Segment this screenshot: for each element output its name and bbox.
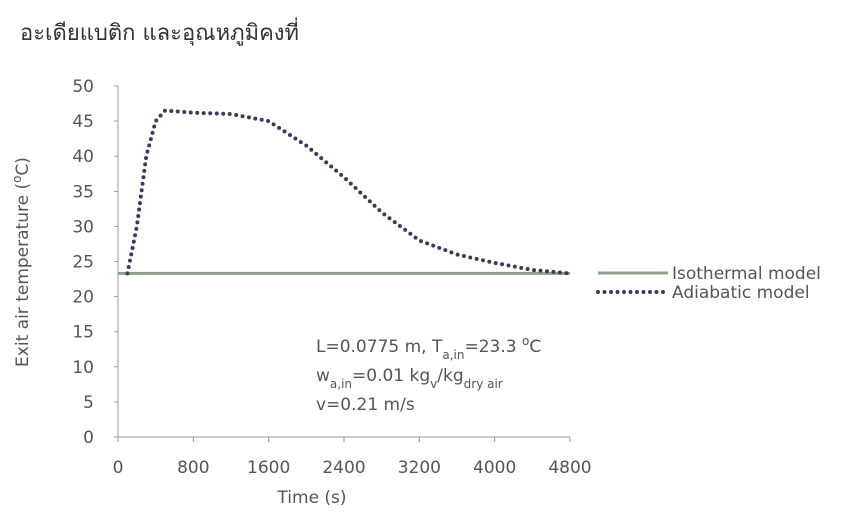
- text-part: =0.01 kg: [352, 366, 430, 386]
- x-tick-label: 0: [113, 458, 124, 478]
- x-axis-label: Time (s): [276, 488, 346, 508]
- y-tick-label: 5: [83, 393, 94, 413]
- text-part: v=0.21 m/s: [316, 395, 415, 415]
- y-tick-label: 15: [72, 323, 94, 343]
- y-tick-label: 0: [83, 428, 94, 448]
- text-part: =23.3: [464, 337, 522, 357]
- text-part: a,in: [442, 348, 464, 362]
- y-axis-label: Exit air temperature (oC): [10, 157, 33, 367]
- x-tick-label: 2400: [322, 458, 365, 478]
- text-part: dry air: [464, 377, 503, 391]
- legend-label: Adiabatic model: [672, 283, 810, 303]
- text-part: C: [529, 337, 541, 357]
- annotation: L=0.0775 m, Ta,in=23.3 oC: [316, 334, 541, 362]
- y-tick-label: 10: [72, 358, 94, 378]
- text-part: C): [13, 157, 33, 176]
- y-tick-label: 50: [72, 77, 94, 97]
- x-tick-label: 800: [177, 458, 209, 478]
- text-part: /kg: [437, 366, 463, 386]
- y-tick-label: 25: [72, 253, 94, 273]
- annotation: v=0.21 m/s: [316, 395, 415, 415]
- text-part: w: [316, 366, 330, 386]
- text-part: L=0.0775 m, T: [316, 337, 443, 357]
- y-tick-label: 30: [72, 217, 94, 237]
- series-line: [125, 108, 572, 276]
- page-heading: อะเดียแบติก และอุณหภูมิคงที่: [20, 17, 299, 46]
- text-part: Exit air temperature (: [13, 183, 33, 367]
- legend-label: Isothermal model: [672, 264, 821, 284]
- x-tick-label: 4000: [473, 458, 516, 478]
- annotation: wa,in=0.01 kgv/kgdry air: [316, 366, 503, 391]
- y-tick-label: 40: [72, 147, 94, 167]
- y-tick-label: 20: [72, 288, 94, 308]
- x-tick-label: 4800: [548, 458, 591, 478]
- text-part: o: [10, 176, 24, 183]
- y-tick-label: 35: [72, 182, 94, 202]
- y-tick-label: 45: [72, 112, 94, 132]
- x-tick-label: 3200: [398, 458, 441, 478]
- x-tick-label: 1600: [247, 458, 290, 478]
- text-part: v: [430, 377, 437, 391]
- text-part: a,in: [330, 377, 352, 391]
- text-part: o: [522, 334, 529, 348]
